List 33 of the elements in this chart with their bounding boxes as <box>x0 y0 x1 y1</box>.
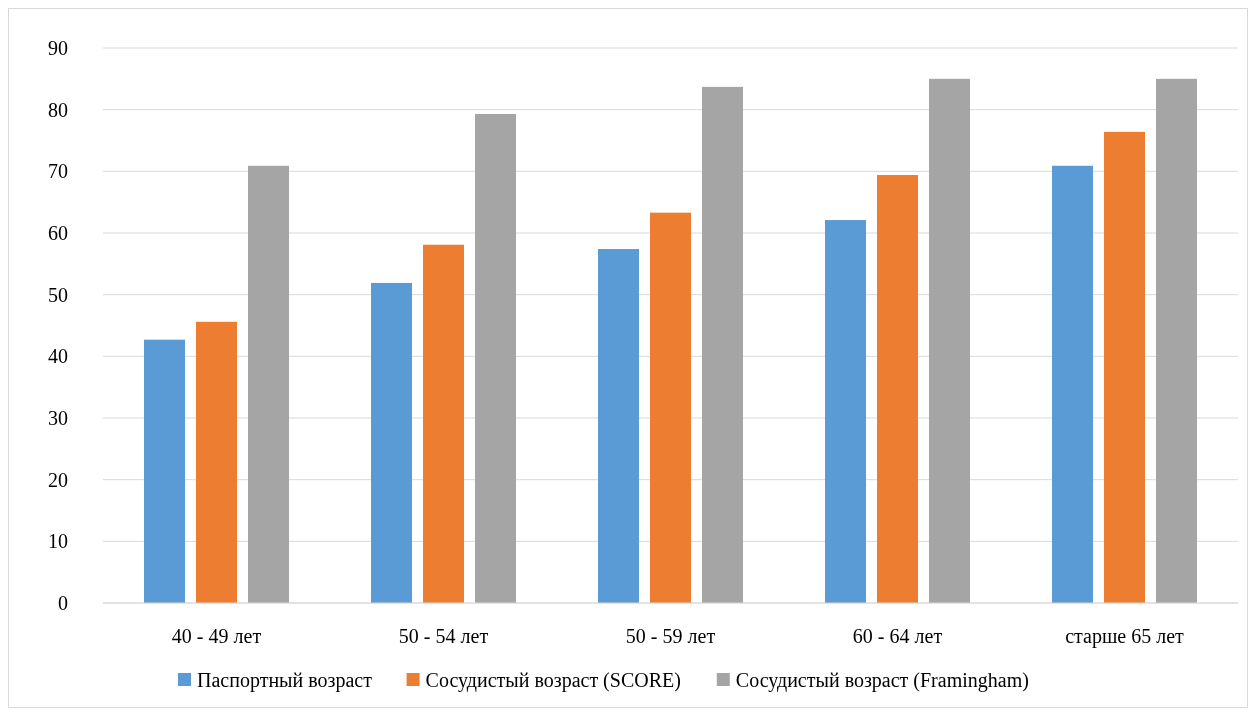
y-tick-label: 30 <box>48 407 68 429</box>
y-tick-label: 90 <box>48 37 68 59</box>
bar <box>423 244 464 603</box>
y-tick-label: 20 <box>48 468 68 491</box>
bar <box>1156 78 1197 603</box>
x-tick-label: старше 65 лет <box>1065 625 1185 648</box>
y-tick-label: 40 <box>48 345 68 368</box>
y-tick-label: 10 <box>48 530 68 553</box>
bar <box>929 78 970 603</box>
y-tick-label: 0 <box>58 592 68 614</box>
y-tick-label: 50 <box>48 283 68 306</box>
bar <box>475 113 516 603</box>
bar <box>248 165 289 603</box>
bar <box>371 282 412 603</box>
x-tick-label: 50 - 54 лет <box>398 625 489 647</box>
y-tick-label: 70 <box>48 160 68 183</box>
bar <box>650 212 691 603</box>
bar <box>702 86 743 603</box>
bar <box>144 339 185 603</box>
x-tick-label: 50 - 59 лет <box>625 625 716 647</box>
legend-label: Сосудистый возраст (Framingham) <box>735 669 1029 692</box>
bar <box>877 175 918 603</box>
bar <box>1104 131 1145 603</box>
x-tick-label: 60 - 64 лет <box>852 625 943 647</box>
legend-label: Сосудистый возраст (SCORE) <box>425 669 681 692</box>
bar <box>1052 165 1093 603</box>
y-tick-label: 80 <box>48 98 68 121</box>
x-tick-label: 40 - 49 лет <box>171 625 262 647</box>
bar <box>598 249 639 603</box>
legend-label: Паспортный возраст <box>197 669 373 692</box>
bar <box>825 220 866 603</box>
bar <box>196 321 237 603</box>
y-tick-label: 60 <box>48 222 68 244</box>
